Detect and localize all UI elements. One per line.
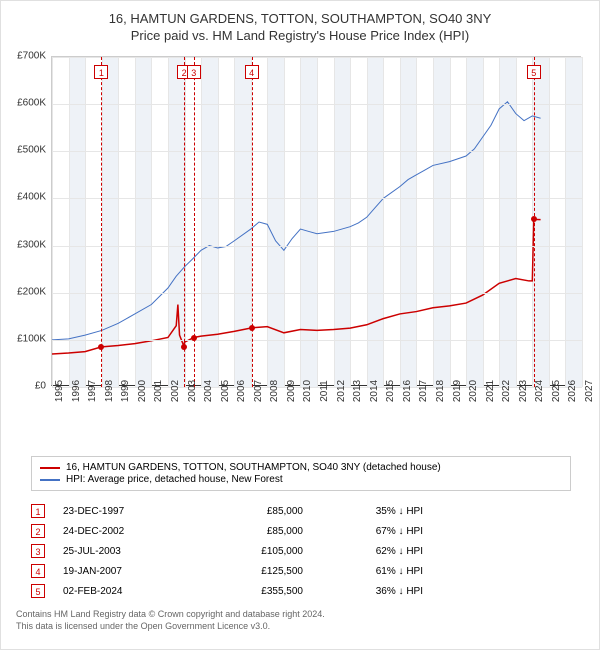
sale-index-box: 4 [31,564,45,578]
y-tick-label: £100K [17,333,46,344]
x-tick-label: 2010 [302,380,313,402]
legend-item: HPI: Average price, detached house, New … [40,474,562,485]
y-tick-label: £0 [35,381,46,392]
x-tick-label: 2009 [286,380,297,402]
sale-price: £355,500 [213,586,333,597]
sale-date: 24-DEC-2002 [63,526,213,537]
sale-date: 25-JUL-2003 [63,546,213,557]
line-series-svg [52,57,582,387]
x-tick-label: 2016 [402,380,413,402]
sale-date: 02-FEB-2024 [63,586,213,597]
legend-item: 16, HAMTUN GARDENS, TOTTON, SOUTHAMPTON,… [40,462,562,473]
x-tick-label: 2017 [418,380,429,402]
sales-table: 1 23-DEC-1997£85,00035% ↓ HPI 2 24-DEC-2002… [31,501,571,601]
y-tick-label: £500K [17,145,46,156]
footer-attribution: Contains HM Land Registry data © Crown c… [16,609,584,632]
x-tick-label: 2013 [352,380,363,402]
sales-row: 3 25-JUL-2003£105,00062% ↓ HPI [31,541,571,561]
sale-index-box: 2 [31,524,45,538]
legend-label: 16, HAMTUN GARDENS, TOTTON, SOUTHAMPTON,… [66,462,441,473]
x-tick-label: 2005 [220,380,231,402]
sale-hpi-delta: 62% ↓ HPI [333,546,423,557]
x-tick-label: 2011 [319,380,330,402]
x-tick-label: 2018 [435,380,446,402]
legend-swatch-icon [40,467,60,469]
y-tick-label: £700K [17,51,46,62]
sales-row: 2 24-DEC-2002£85,00067% ↓ HPI [31,521,571,541]
sale-hpi-delta: 35% ↓ HPI [333,506,423,517]
sale-price: £125,500 [213,566,333,577]
chart-title-address: 16, HAMTUN GARDENS, TOTTON, SOUTHAMPTON,… [1,11,599,26]
y-tick-label: £600K [17,98,46,109]
x-tick-label: 2026 [567,380,578,402]
x-tick-label: 2001 [153,380,164,402]
sale-price: £85,000 [213,526,333,537]
x-tick-label: 2027 [584,380,595,402]
legend: 16, HAMTUN GARDENS, TOTTON, SOUTHAMPTON,… [31,456,571,491]
chart-container: 16, HAMTUN GARDENS, TOTTON, SOUTHAMPTON,… [0,0,600,650]
sales-row: 1 23-DEC-1997£85,00035% ↓ HPI [31,501,571,521]
x-tick-label: 1999 [120,380,131,402]
x-tick-label: 1995 [54,380,65,402]
sale-hpi-delta: 36% ↓ HPI [333,586,423,597]
y-tick-label: £400K [17,192,46,203]
x-tick-label: 1998 [104,380,115,402]
x-tick-label: 2002 [170,380,181,402]
y-tick-label: £300K [17,239,46,250]
x-tick-label: 2006 [236,380,247,402]
sale-index-box: 5 [31,584,45,598]
y-tick-label: £200K [17,286,46,297]
x-tick-label: 2003 [187,380,198,402]
chart-area: 12345 1995199619971998199920002001200220… [51,56,581,411]
sale-date: 23-DEC-1997 [63,506,213,517]
sale-hpi-delta: 67% ↓ HPI [333,526,423,537]
x-tick-label: 2012 [336,380,347,402]
x-tick-label: 2025 [551,380,562,402]
x-tick-label: 2020 [468,380,479,402]
x-tick-label: 2021 [485,380,496,402]
footer-line: Contains HM Land Registry data © Crown c… [16,609,584,621]
sale-price: £105,000 [213,546,333,557]
x-tick-label: 2019 [452,380,463,402]
sale-price: £85,000 [213,506,333,517]
sale-marker: 3 [187,65,201,79]
chart-title-sub: Price paid vs. HM Land Registry's House … [1,28,599,43]
x-tick-label: 2004 [203,380,214,402]
sale-marker: 5 [527,65,541,79]
x-tick-label: 2024 [534,380,545,402]
x-tick-label: 2008 [269,380,280,402]
x-tick-label: 2022 [501,380,512,402]
title-block: 16, HAMTUN GARDENS, TOTTON, SOUTHAMPTON,… [1,1,599,43]
x-tick-label: 2000 [137,380,148,402]
sales-row: 4 19-JAN-2007£125,50061% ↓ HPI [31,561,571,581]
plot-region: 12345 [51,56,581,386]
x-tick-label: 2023 [518,380,529,402]
x-tick-label: 1996 [71,380,82,402]
footer-line: This data is licensed under the Open Gov… [16,621,584,633]
x-tick-label: 2007 [253,380,264,402]
sale-marker: 4 [245,65,259,79]
x-tick-label: 2015 [385,380,396,402]
legend-swatch-icon [40,479,60,481]
sale-date: 19-JAN-2007 [63,566,213,577]
sale-index-box: 1 [31,504,45,518]
x-tick-label: 2014 [369,380,380,402]
x-tick-label: 1997 [87,380,98,402]
sales-row: 5 02-FEB-2024£355,50036% ↓ HPI [31,581,571,601]
legend-label: HPI: Average price, detached house, New … [66,474,283,485]
sale-index-box: 3 [31,544,45,558]
sale-marker: 1 [94,65,108,79]
sale-hpi-delta: 61% ↓ HPI [333,566,423,577]
